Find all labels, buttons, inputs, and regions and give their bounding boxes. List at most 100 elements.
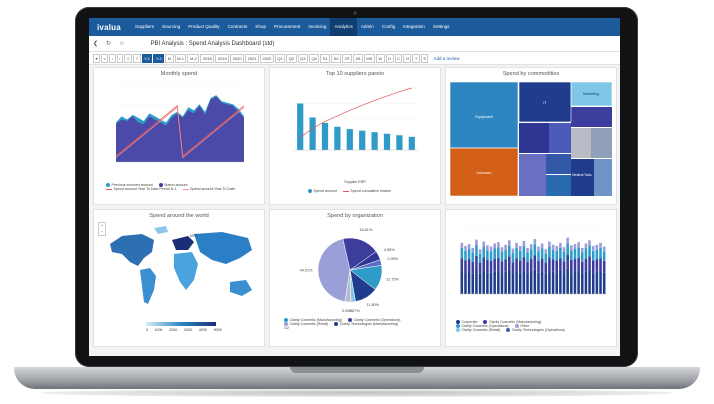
nav-item-admin[interactable]: Admin [360,24,374,29]
zoom-controls[interactable]: + − [98,222,106,236]
nav-prev-icon[interactable]: ‹ [109,53,116,63]
period-button-h[interactable]: H [403,53,412,63]
stacked-bar-segment [500,251,504,262]
nav-menu: Suppliers Sourcing Product Quality Contract… [131,18,454,36]
period-button-2019[interactable]: 2019 [215,53,230,63]
period-button-t[interactable]: T [412,53,420,63]
stacked-bar-segment [500,247,504,252]
tile-marketing [571,82,612,106]
nav-first-icon[interactable]: « [101,53,109,63]
period-button-2020[interactable]: 2020 [230,53,245,63]
stacked-bar-segment [489,251,493,261]
stacked-bar-segment [497,242,500,248]
commodities-title: Spend by commodities [502,71,560,77]
stacked-bar-segment [478,249,482,254]
stacked-bar-segment [489,260,493,273]
period-button-2s[interactable]: 2S [342,53,352,63]
pareto-chart[interactable] [270,78,440,178]
back-icon[interactable]: ❮ [93,41,99,47]
stacked-bar-segment [497,247,500,258]
pareto-title: Top 10 suppliers pareto [325,71,385,77]
period-button-2021[interactable]: 2021 [245,53,259,63]
period-button-y-1[interactable]: Y-1 [141,53,153,63]
stacked-bar-segment [548,270,551,294]
stacked-bar-segment [464,250,467,261]
nav-next-icon[interactable]: › [116,53,123,63]
nav-item-sourcing[interactable]: Sourcing [162,24,181,29]
period-button-q3[interactable]: Q3 [297,53,308,63]
period-button-y-2[interactable]: Y-2 [153,53,165,63]
period-button-ms[interactable]: MS [363,53,375,63]
period-button-m-2[interactable]: M-2 [187,53,200,63]
help-icon[interactable]: ? [133,53,141,63]
nav-item-integration[interactable]: Integration [403,24,425,29]
period-button-d[interactable]: D [385,53,394,63]
world-map[interactable]: NYT [102,224,262,314]
add-review-link[interactable]: Add a review [433,55,460,61]
stacked-bar-segment [584,271,588,294]
monthly-spend-title: Monthly spend [160,71,198,77]
nav-item-product-quality[interactable]: Product Quality [188,24,220,29]
stacked-bar-segment [529,259,533,272]
refresh-icon[interactable]: ↻ [106,41,112,47]
nav-item-analytics[interactable]: Analytics [330,18,357,36]
legend-pager[interactable]: 1/2 [284,326,289,331]
period-button-s[interactable]: S [420,53,429,63]
stacked-bar-segment [570,245,573,251]
filter-icon[interactable]: ▾ [93,53,101,63]
favorite-star-icon[interactable]: ☆ [119,41,125,47]
stacked-bar-segment [493,243,496,249]
stacked-bar-segment [511,273,515,294]
stacked-bar-segment [471,247,475,253]
nav-item-settings[interactable]: Settings [432,24,450,29]
laptop-base [14,367,700,389]
period-button-4s[interactable]: 4S [353,53,363,63]
nav-item-suppliers[interactable]: Suppliers [134,24,155,29]
nav-item-contracts[interactable]: Contracts [227,24,248,29]
stacked-bar-segment [555,246,559,251]
stacked-bar-segment [566,254,569,269]
stacked-bar-segment [518,272,522,294]
stacked-bar-segment [515,258,518,271]
period-button-s1[interactable]: S1 [320,53,331,63]
dashboard-grid: Monthly spend Previous invoiced amount S… [93,67,617,353]
nav-item-shop[interactable]: Shop [255,24,266,29]
stacked-bar-segment [544,253,548,263]
period-button-m[interactable]: M [165,53,174,63]
stacked-bar-segment [504,259,507,272]
stacked-bar-segment [507,245,511,257]
stacked-bar-segment [511,253,515,263]
nav-item-invoicing[interactable]: Invoicing [308,24,327,29]
organization-pie[interactable]: 44.01% 18.81% 4.55% 2.95% 12.75% 11.80% 2.27%3… [270,220,440,316]
period-button-m-1[interactable]: M-1 [174,53,187,63]
period-button-2018[interactable]: 2018 [200,53,215,63]
stacked-bar-segment [588,269,591,294]
monthly-spend-chart[interactable] [94,78,264,178]
period-button-q1[interactable]: Q1 [274,53,286,63]
stacked-bar-chart[interactable] [446,216,616,316]
stacked-bar-segment [591,246,595,251]
stacked-bar-segment [544,273,548,294]
stacked-bar-segment [529,244,533,250]
stacked-bar-segment [551,249,555,260]
commodities-treemap[interactable]: Equipment IT Marketing Unknown Medical T… [450,82,612,198]
stacked-bar-segment [599,270,602,294]
period-button-q2[interactable]: Q2 [286,53,297,63]
period-button-c[interactable]: C [394,53,403,63]
period-button-s2[interactable]: S2 [331,53,342,63]
stacked-bar-segment [559,270,562,294]
svg-text:NYT: NYT [190,234,198,238]
period-button-2022[interactable]: 2022 [260,53,274,63]
tile-equipment [450,82,518,148]
app-logo[interactable]: ivalua [97,22,121,32]
pie-label: 4.55% [384,248,395,252]
nav-item-config[interactable]: Config [381,24,396,29]
export-icon[interactable]: ⇩ [123,53,133,63]
period-button-w[interactable]: W [375,53,385,63]
stacked-bar-segment [548,257,551,271]
tile-it-label: IT [543,101,547,105]
stacked-bar-segment [544,262,548,274]
nav-item-procurement[interactable]: Procurement [274,24,301,29]
stacked-bar-segment [599,242,602,248]
period-button-q4[interactable]: Q4 [308,53,320,63]
